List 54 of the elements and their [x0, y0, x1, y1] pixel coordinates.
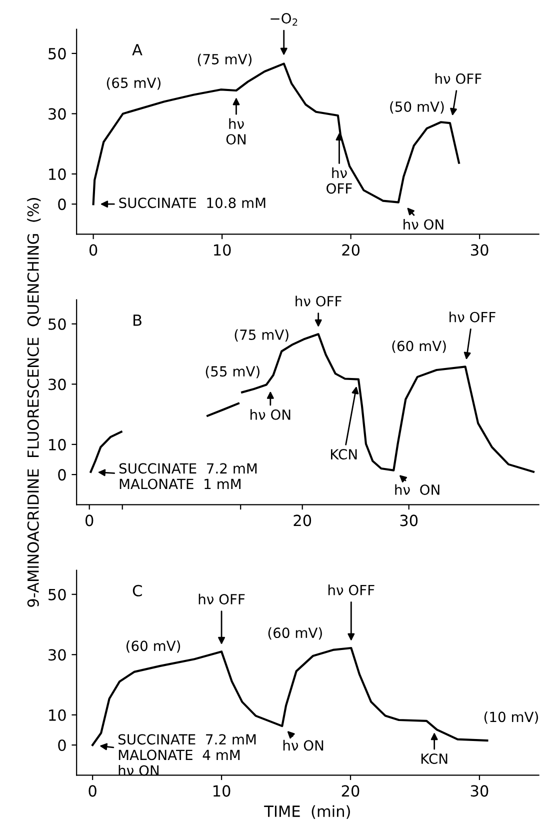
annotation: (60 mV)	[126, 640, 180, 653]
x-axis-title: TIME (min)	[264, 805, 350, 819]
annotation: (10 mV)	[484, 711, 538, 724]
y-tick-label: 50	[48, 588, 66, 600]
annotation: SUCCINATE 7.2 mM MALONATE 1 mM	[119, 463, 257, 490]
annotation: B	[134, 314, 142, 326]
annotation: (55 mV)	[206, 366, 260, 378]
annotation: (75 mV)	[234, 329, 288, 342]
annotation: (65 mV)	[106, 77, 160, 90]
annotation: SUCCINATE 10.8 mM	[119, 198, 266, 208]
x-tick-label: 10	[213, 785, 230, 797]
annotation: hν ON	[404, 218, 444, 230]
annotation: hν OFF	[436, 73, 482, 84]
annotation: hν OFF	[328, 584, 374, 596]
x-tick-label: 0	[89, 244, 98, 256]
annotation: (60 mV)	[392, 340, 446, 353]
annotation: hν OFF	[326, 167, 352, 194]
annotation: (60 mV)	[268, 627, 322, 640]
y-tick-label: 50	[48, 318, 66, 330]
y-tick-label: 50	[48, 48, 66, 60]
annotation: hν ON	[250, 409, 290, 420]
annotation: hν ON	[226, 118, 246, 145]
annotation: (75 mV)	[198, 54, 252, 66]
annotation: −O$_{2}$	[270, 13, 298, 26]
x-tick-label: 20	[342, 785, 360, 797]
y-tick-label: 0	[58, 469, 66, 481]
annotation: hν ON	[395, 484, 440, 495]
annotation: hν ON	[283, 740, 324, 751]
annotation: SUCCINATE 7.2 mM MALONATE 4 mM hν ON	[118, 734, 256, 776]
y-tick-label: 10	[49, 709, 66, 721]
y-tick-label: 10	[49, 438, 66, 450]
y-tick-label: 0	[58, 198, 66, 210]
y-axis-title: 9-AMINOACRIDINE FLUORESCENCE QUENCHING (%)	[27, 198, 41, 607]
y-tick-label: 30	[48, 378, 66, 390]
y-tick-label: 30	[48, 108, 66, 120]
annotation: hν OFF	[296, 296, 342, 306]
annotation: A	[132, 44, 142, 56]
annotation: C	[132, 584, 142, 596]
x-tick-label: 10	[214, 244, 231, 256]
annotation: (50 mV)	[390, 101, 444, 114]
x-tick-label: 30	[471, 244, 488, 256]
annotation: KCN	[331, 449, 357, 460]
x-tick-label: 0	[88, 785, 96, 797]
x-tick-label: 30	[400, 514, 418, 526]
y-tick-label: 30	[48, 649, 66, 661]
y-tick-label: 0	[58, 739, 66, 752]
y-tick-label: 10	[49, 168, 66, 180]
x-tick-label: 30	[470, 785, 488, 797]
x-tick-label: 0	[86, 514, 94, 526]
annotation: KCN	[421, 753, 448, 764]
x-tick-label: 20	[294, 514, 312, 526]
annotation: hν OFF	[198, 594, 245, 604]
annotation: hν OFF	[450, 312, 496, 322]
x-tick-label: 20	[342, 244, 360, 256]
